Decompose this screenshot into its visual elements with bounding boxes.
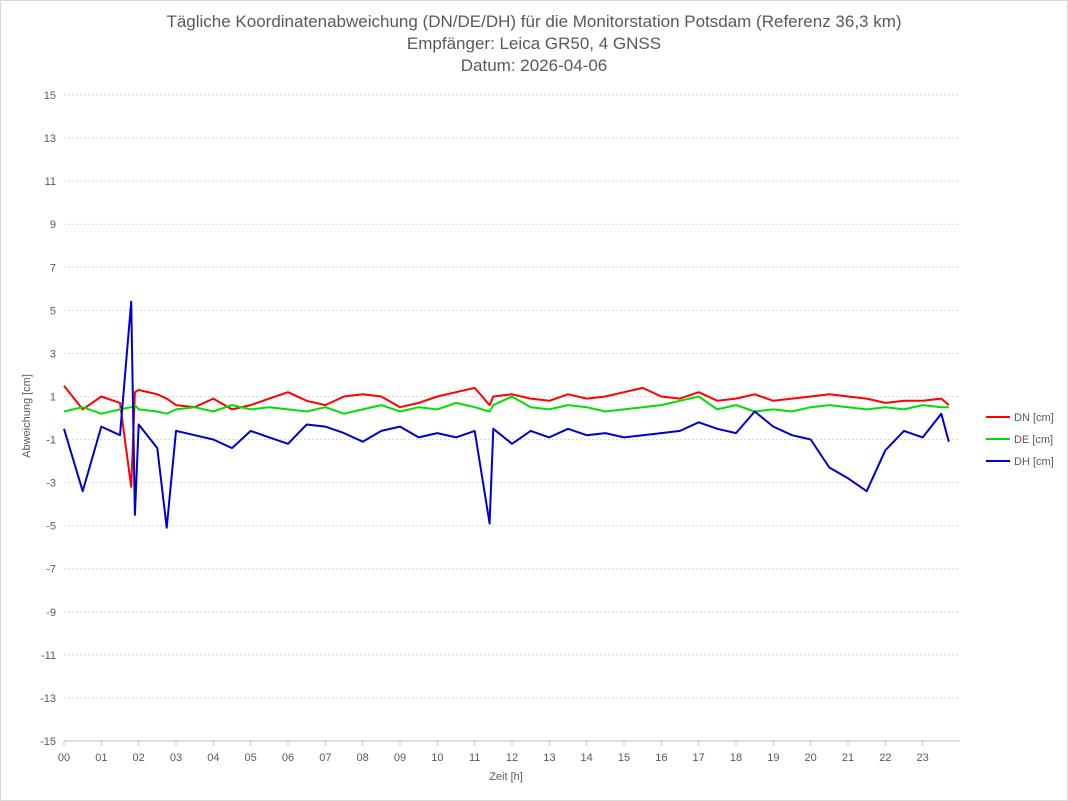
y-tick-label: -11 [41,650,56,662]
y-tick-label: -15 [40,736,56,748]
x-tick-label: 05 [245,752,257,764]
x-tick-label: 10 [431,752,443,764]
legend-label: DH [cm] [1014,456,1054,468]
x-axis-label: Zeit [h] [489,771,523,783]
y-tick-label: 7 [50,262,56,274]
x-tick-label: 15 [618,752,630,764]
x-tick-label: 16 [655,752,667,764]
y-tick-label: 13 [44,133,56,145]
y-tick-label: -1 [46,435,56,447]
series-line-1 [63,385,950,488]
x-tick-label: 08 [357,752,369,764]
y-tick-label: 9 [50,219,56,231]
y-tick-label: 11 [45,176,56,188]
y-axis-label: Abweichung [cm] [21,374,33,458]
chart-titles: Tägliche Koordinatenabweichung (DN/DE/DH… [0,11,1068,77]
x-tick-label: 06 [282,752,294,764]
x-tick-label: 13 [543,752,555,764]
x-tick-label: 09 [394,752,406,764]
series-lines [63,300,950,529]
chart-date: Datum: 2026-04-06 [460,56,608,75]
chart-subtitle: Empfänger: Leica GR50, 4 GNSS [406,34,662,53]
x-tick-label: 18 [730,752,742,764]
x-tick-label: 11 [469,752,480,764]
y-tick-label: -5 [46,521,56,533]
y-tick-label: 1 [50,391,56,403]
x-tick-label: 17 [693,752,705,764]
y-tick-label: 3 [50,348,56,360]
x-tick-label: 04 [207,752,219,764]
x-axis-ticks: 00 01 02 03 04 05 06 07 08 09 10 11 12 13 14 15 16 17 18 19… [58,741,929,764]
x-tick-label: 20 [805,752,817,764]
x-tick-label: 07 [319,752,331,764]
legend-label: DN [cm] [1014,412,1054,424]
x-tick-label: 03 [170,752,182,764]
chart-title: Tägliche Koordinatenabweichung (DN/DE/DH… [166,12,902,31]
x-tick-label: 12 [506,752,518,764]
y-tick-label: -3 [46,478,56,490]
x-tick-label: 00 [58,752,70,764]
x-tick-label: 22 [879,752,891,764]
legend: DN [cm] DE [cm] DH [cm] [986,412,1054,468]
x-tick-label: 14 [581,752,593,764]
y-tick-label: -13 [40,693,56,705]
x-tick-label: 19 [767,752,779,764]
y-tick-label: 5 [50,305,56,317]
x-tick-label: 23 [917,752,929,764]
y-tick-label: -7 [46,564,56,576]
series-line-2 [63,395,949,415]
y-tick-label: 15 [44,90,56,102]
y-tick-label: -9 [46,607,56,619]
grid-lines [64,94,960,742]
series-line-3 [63,300,950,529]
x-tick-label: 02 [133,752,145,764]
legend-label: DE [cm] [1014,434,1053,446]
x-tick-label: 21 [842,752,854,764]
x-tick-label: 01 [95,752,107,764]
y-axis-ticks: 15 13 11 9 7 5 3 1 -1 -3 -5 -7 -9 -11 -13 -15 [40,90,56,748]
